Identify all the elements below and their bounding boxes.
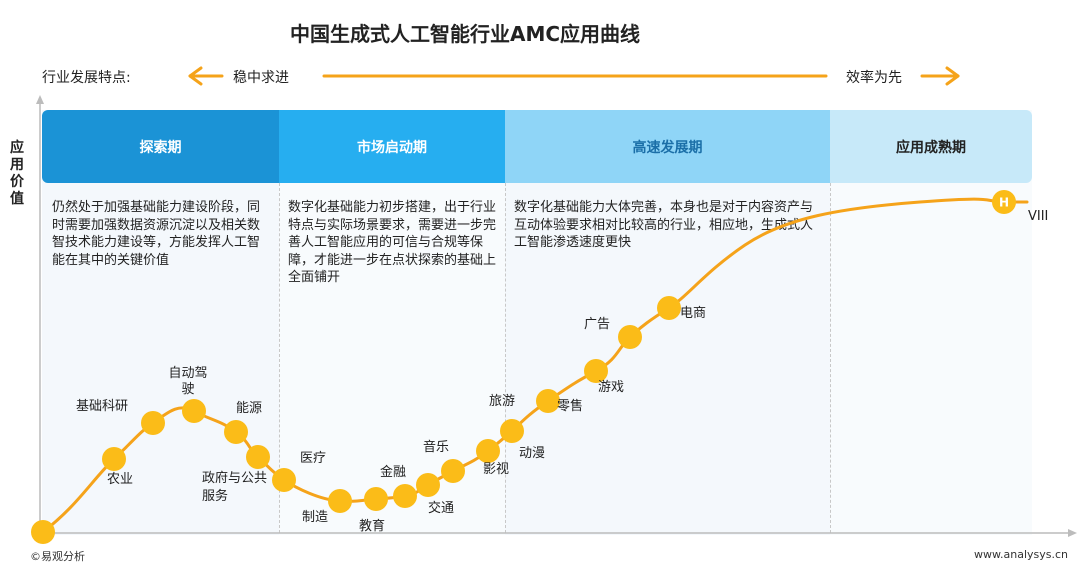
curve-node bbox=[182, 399, 206, 423]
curve-node bbox=[393, 484, 417, 508]
stage-description-exploration: 仍然处于加强基础能力建设阶段，同时需要加强数据资源沉淀以及相关数智技术能力建设等… bbox=[52, 200, 261, 268]
stage-header-market-launch: 市场启动期 bbox=[279, 110, 505, 183]
curve-node bbox=[441, 459, 465, 483]
end-marker-label: H bbox=[999, 196, 1009, 210]
industry-label-ecommerce: 电商 bbox=[680, 306, 707, 321]
amc-curve bbox=[41, 197, 1029, 534]
industry-label-retail: 零售 bbox=[557, 399, 584, 414]
curve-node bbox=[246, 445, 270, 469]
y-axis-label: 应用价值 bbox=[10, 140, 24, 207]
stage-header-exploration: 探索期 bbox=[42, 110, 279, 183]
industry-label-animation: 动漫 bbox=[519, 446, 546, 461]
axes bbox=[36, 95, 1077, 537]
curve-node bbox=[584, 359, 608, 383]
curve-node bbox=[500, 419, 524, 443]
curve-node bbox=[141, 411, 165, 435]
industry-label-gaming: 游戏 bbox=[598, 380, 625, 395]
stage-divider bbox=[830, 183, 831, 533]
industry-label-agriculture: 农业 bbox=[107, 472, 134, 487]
curve-node bbox=[416, 473, 440, 497]
curve-node-end bbox=[992, 190, 1016, 214]
curve-node-origin bbox=[31, 520, 55, 544]
curve-node bbox=[536, 389, 560, 413]
industry-label-music: 音乐 bbox=[423, 440, 450, 455]
curve-node bbox=[328, 489, 352, 513]
footer-url: www.analysys.cn bbox=[974, 548, 1068, 561]
stage-name: 应用成熟期 bbox=[896, 139, 966, 156]
stage-divider bbox=[279, 183, 280, 533]
stage-name: 探索期 bbox=[139, 139, 182, 156]
industry-label-energy: 能源 bbox=[236, 401, 263, 416]
industry-label-manufacturing: 制造 bbox=[302, 510, 329, 525]
footer-copyright: ©易观分析 bbox=[30, 550, 85, 563]
curve-node bbox=[102, 447, 126, 471]
feature-steady: 稳中求进 bbox=[233, 70, 289, 86]
curve-node bbox=[224, 420, 248, 444]
feature-efficiency: 效率为先 bbox=[846, 70, 902, 86]
curve-nodes bbox=[31, 190, 1016, 544]
industry-label-tourism: 旅游 bbox=[489, 394, 516, 409]
industry-label-viii: VIII bbox=[1028, 209, 1049, 224]
industry-label-autonomous-driving: 自动驾驶 bbox=[168, 366, 208, 397]
arrow-left-icon bbox=[188, 66, 224, 86]
stage-header-rapid-growth: 高速发展期 bbox=[505, 110, 830, 183]
industry-label-advertising: 广告 bbox=[584, 317, 611, 332]
industry-label-healthcare: 医疗 bbox=[300, 451, 327, 466]
curve-node bbox=[657, 296, 681, 320]
curve-node bbox=[618, 325, 642, 349]
industry-label-basic-research: 基础科研 bbox=[76, 399, 129, 414]
stage-description-rapid-growth: 数字化基础能力大体完善，本身也是对于内容资产与互动体验要求相对比较高的行业，相应… bbox=[514, 200, 814, 250]
stage-name: 高速发展期 bbox=[632, 139, 703, 156]
features-label: 行业发展特点: bbox=[42, 70, 131, 86]
industry-label-transportation: 交通 bbox=[428, 501, 455, 516]
industry-label-government: 政府与公共服务 bbox=[202, 471, 268, 504]
curve-node bbox=[272, 468, 296, 492]
page-title: 中国生成式人工智能行业AMC应用曲线 bbox=[289, 22, 641, 46]
industry-label-education: 教育 bbox=[359, 519, 386, 534]
stage-name: 市场启动期 bbox=[357, 139, 427, 156]
curve-node bbox=[476, 439, 500, 463]
curve-node bbox=[364, 487, 388, 511]
industry-label-finance: 金融 bbox=[380, 465, 407, 480]
stage-description-market-launch: 数字化基础能力初步搭建，出于行业特点与实际场景要求，需要进一步完善人工智能应用的… bbox=[288, 200, 497, 285]
industry-label-film-tv: 影视 bbox=[483, 462, 510, 477]
stage-divider bbox=[505, 183, 506, 533]
arrow-right-icon bbox=[920, 66, 960, 86]
stage-header-maturity: 应用成熟期 bbox=[830, 110, 1032, 183]
